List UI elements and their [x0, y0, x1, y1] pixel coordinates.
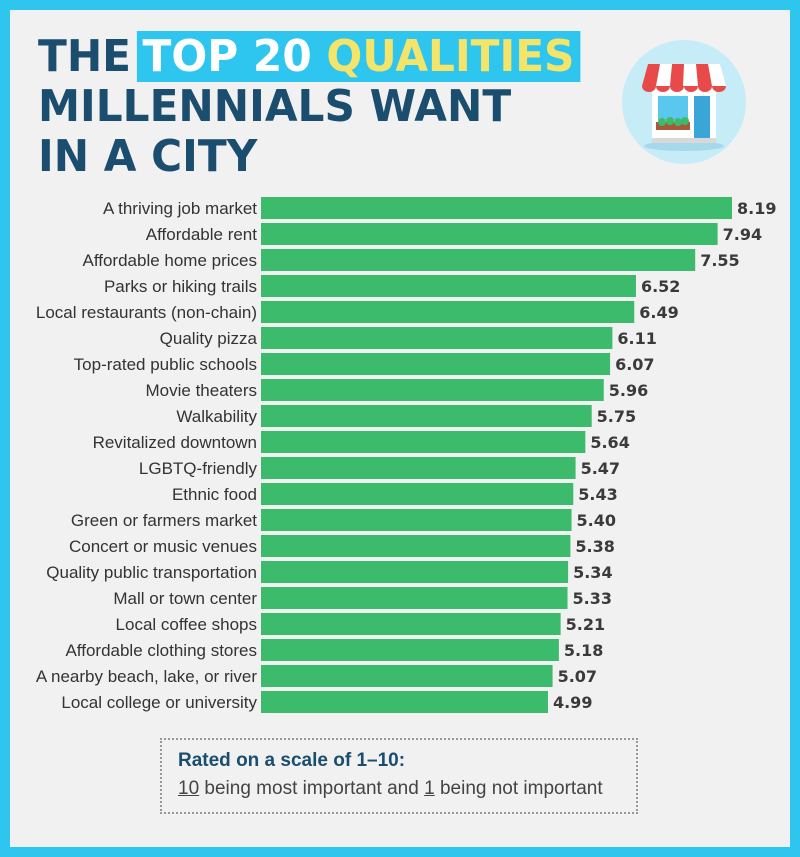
value-label: 5.33: [573, 589, 612, 608]
value-label: 5.96: [609, 381, 648, 400]
value-label: 5.47: [581, 459, 620, 478]
category-label: Local coffee shops: [116, 615, 257, 634]
bar: [261, 561, 569, 583]
value-label: 5.21: [566, 615, 605, 634]
bar: [261, 613, 561, 635]
value-label: 6.49: [639, 303, 678, 322]
value-label: 5.34: [573, 563, 612, 582]
bar: [261, 509, 572, 531]
bar: [261, 691, 548, 713]
note-num-1: 1: [424, 778, 435, 799]
category-label: Quality public transportation: [46, 563, 257, 582]
title-prefix: THE: [38, 31, 132, 82]
category-label: Revitalized downtown: [93, 433, 257, 452]
value-label: 5.07: [558, 667, 597, 686]
title-line-1: THE TOP 20 QUALITIES: [38, 31, 581, 82]
value-label: 5.43: [578, 485, 617, 504]
category-label: Walkability: [176, 407, 257, 426]
category-label: Top-rated public schools: [74, 355, 257, 374]
bar: [261, 197, 732, 219]
value-label: 7.55: [700, 251, 739, 270]
category-label: LGBTQ-friendly: [139, 459, 258, 478]
note-end: being not important: [434, 778, 603, 799]
category-label: Green or farmers market: [71, 511, 257, 530]
value-label: 5.75: [597, 407, 636, 426]
title-highlight: TOP 20 QUALITIES: [136, 31, 581, 82]
value-label: 5.38: [575, 537, 614, 556]
category-label: Ethnic food: [172, 485, 257, 504]
category-label: A nearby beach, lake, or river: [36, 667, 257, 686]
chart-title: THE TOP 20 QUALITIES MILLENNIALS WANT IN …: [38, 31, 581, 182]
category-label: Affordable home prices: [82, 251, 257, 270]
category-label: Movie theaters: [146, 381, 258, 400]
category-label: Affordable clothing stores: [65, 641, 257, 660]
rating-note: Rated on a scale of 1–10: 10 being most …: [160, 738, 638, 814]
bar: [261, 665, 553, 687]
category-label: Quality pizza: [160, 329, 258, 348]
value-label: 5.18: [564, 641, 603, 660]
category-label: Local restaurants (non-chain): [36, 303, 257, 322]
value-label: 8.19: [737, 199, 776, 218]
storefront-icon: [622, 40, 746, 164]
title-line-2: MILLENNIALS WANT: [38, 81, 512, 132]
bar: [261, 275, 636, 297]
category-label: Local college or university: [61, 693, 257, 712]
bar: [261, 587, 568, 609]
category-label: Concert or music venues: [69, 537, 257, 556]
title-highlight-white: TOP 20: [142, 31, 312, 82]
category-label: Parks or hiking trails: [104, 277, 257, 296]
note-num-10: 10: [178, 778, 200, 799]
category-label: Affordable rent: [146, 225, 257, 244]
title-highlight-yellow: QUALITIES: [326, 31, 575, 82]
bar: [261, 457, 576, 479]
bar: [261, 535, 571, 557]
bar: [261, 639, 559, 661]
value-label: 6.52: [641, 277, 680, 296]
bar: [261, 353, 611, 375]
category-label: Mall or town center: [113, 589, 257, 608]
value-label: 5.40: [577, 511, 616, 530]
bar: [261, 301, 635, 323]
note-mid: being most important and: [199, 778, 425, 799]
note-line-1: Rated on a scale of 1–10:: [178, 750, 406, 771]
note-line-2: 10 being most important and 1 being not …: [178, 778, 620, 800]
value-label: 6.07: [615, 355, 654, 374]
value-label: 7.94: [723, 225, 762, 244]
bar: [261, 379, 604, 401]
bar: [261, 223, 718, 245]
bar: [261, 431, 586, 453]
category-label: A thriving job market: [103, 199, 257, 218]
bar: [261, 405, 592, 427]
bar: [261, 327, 613, 349]
bar: [261, 249, 696, 271]
value-label: 5.64: [590, 433, 629, 452]
title-line-3: IN A CITY: [38, 131, 258, 182]
value-label: 6.11: [617, 329, 656, 348]
value-label: 4.99: [553, 693, 592, 712]
bar: [261, 483, 574, 505]
